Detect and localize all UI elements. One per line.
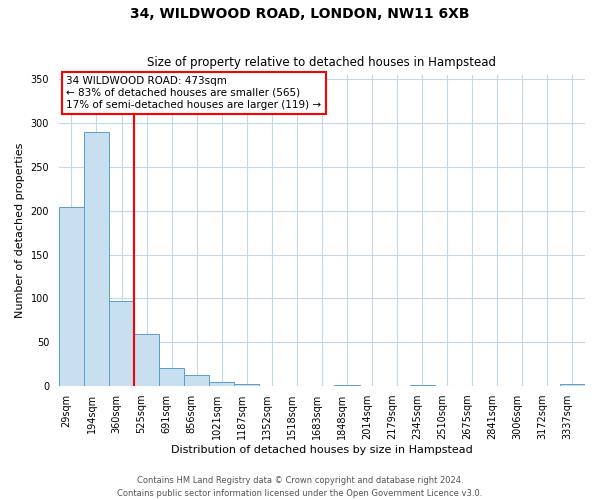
Bar [184, 375, 209, 386]
Bar [134, 334, 159, 386]
Title: Size of property relative to detached houses in Hampstead: Size of property relative to detached ho… [148, 56, 496, 70]
Bar [234, 384, 259, 386]
Bar [209, 382, 234, 386]
Bar [84, 132, 109, 386]
X-axis label: Distribution of detached houses by size in Hampstead: Distribution of detached houses by size … [171, 445, 473, 455]
Y-axis label: Number of detached properties: Number of detached properties [15, 143, 25, 318]
Bar [59, 208, 84, 386]
Bar [109, 301, 134, 386]
Bar [159, 368, 184, 386]
Text: 34, WILDWOOD ROAD, LONDON, NW11 6XB: 34, WILDWOOD ROAD, LONDON, NW11 6XB [130, 8, 470, 22]
Bar [560, 384, 585, 386]
Text: 34 WILDWOOD ROAD: 473sqm
← 83% of detached houses are smaller (565)
17% of semi-: 34 WILDWOOD ROAD: 473sqm ← 83% of detach… [67, 76, 322, 110]
Text: Contains HM Land Registry data © Crown copyright and database right 2024.
Contai: Contains HM Land Registry data © Crown c… [118, 476, 482, 498]
